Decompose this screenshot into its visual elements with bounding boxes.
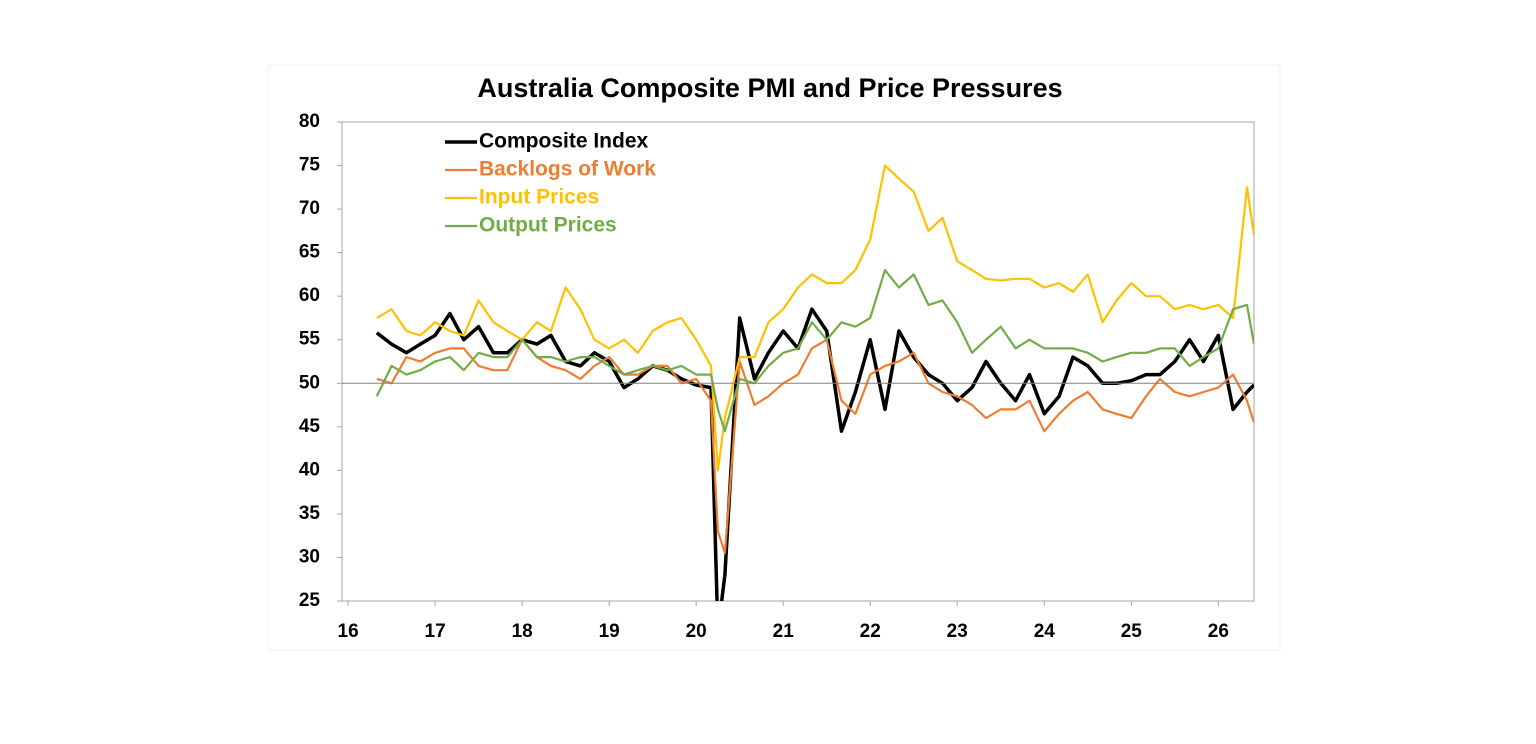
y-tick-label: 80 [299, 111, 320, 132]
legend-label: Backlogs of Work [479, 158, 656, 181]
x-tick-label: 26 [1208, 621, 1229, 642]
x-tick-label: 17 [425, 621, 446, 642]
y-tick-label: 50 [299, 372, 320, 393]
series-line [376, 164, 1254, 472]
x-tick-label: 21 [773, 621, 795, 642]
legend-label: Composite Index [479, 130, 649, 153]
x-tick-label: 18 [512, 621, 533, 642]
legend-label: Input Prices [479, 186, 599, 209]
x-tick-label: 24 [1034, 621, 1056, 642]
plot-area [341, 121, 1255, 602]
y-tick-label: 70 [299, 198, 320, 219]
y-tick-label: 30 [299, 546, 320, 567]
x-tick-label: 20 [686, 621, 707, 642]
y-tick-label: 65 [299, 242, 321, 263]
y-tick-label: 35 [299, 503, 321, 524]
x-tick-label: 16 [338, 621, 359, 642]
y-tick-label: 60 [299, 285, 320, 306]
x-tick-label: 25 [1121, 621, 1143, 642]
y-tick-label: 55 [299, 329, 321, 350]
series-line [375, 269, 1254, 433]
x-tick-label: 23 [947, 621, 968, 642]
x-tick-label: 19 [599, 621, 620, 642]
chart-title: Australia Composite PMI and Price Pressu… [477, 73, 1062, 103]
y-tick-label: 25 [299, 590, 321, 611]
y-tick-label: 40 [299, 459, 320, 480]
legend-label: Output Prices [479, 214, 617, 237]
y-tick-label: 45 [299, 416, 321, 437]
x-tick-label: 22 [860, 621, 881, 642]
chart-area [267, 64, 1281, 651]
y-tick-label: 75 [299, 155, 321, 176]
